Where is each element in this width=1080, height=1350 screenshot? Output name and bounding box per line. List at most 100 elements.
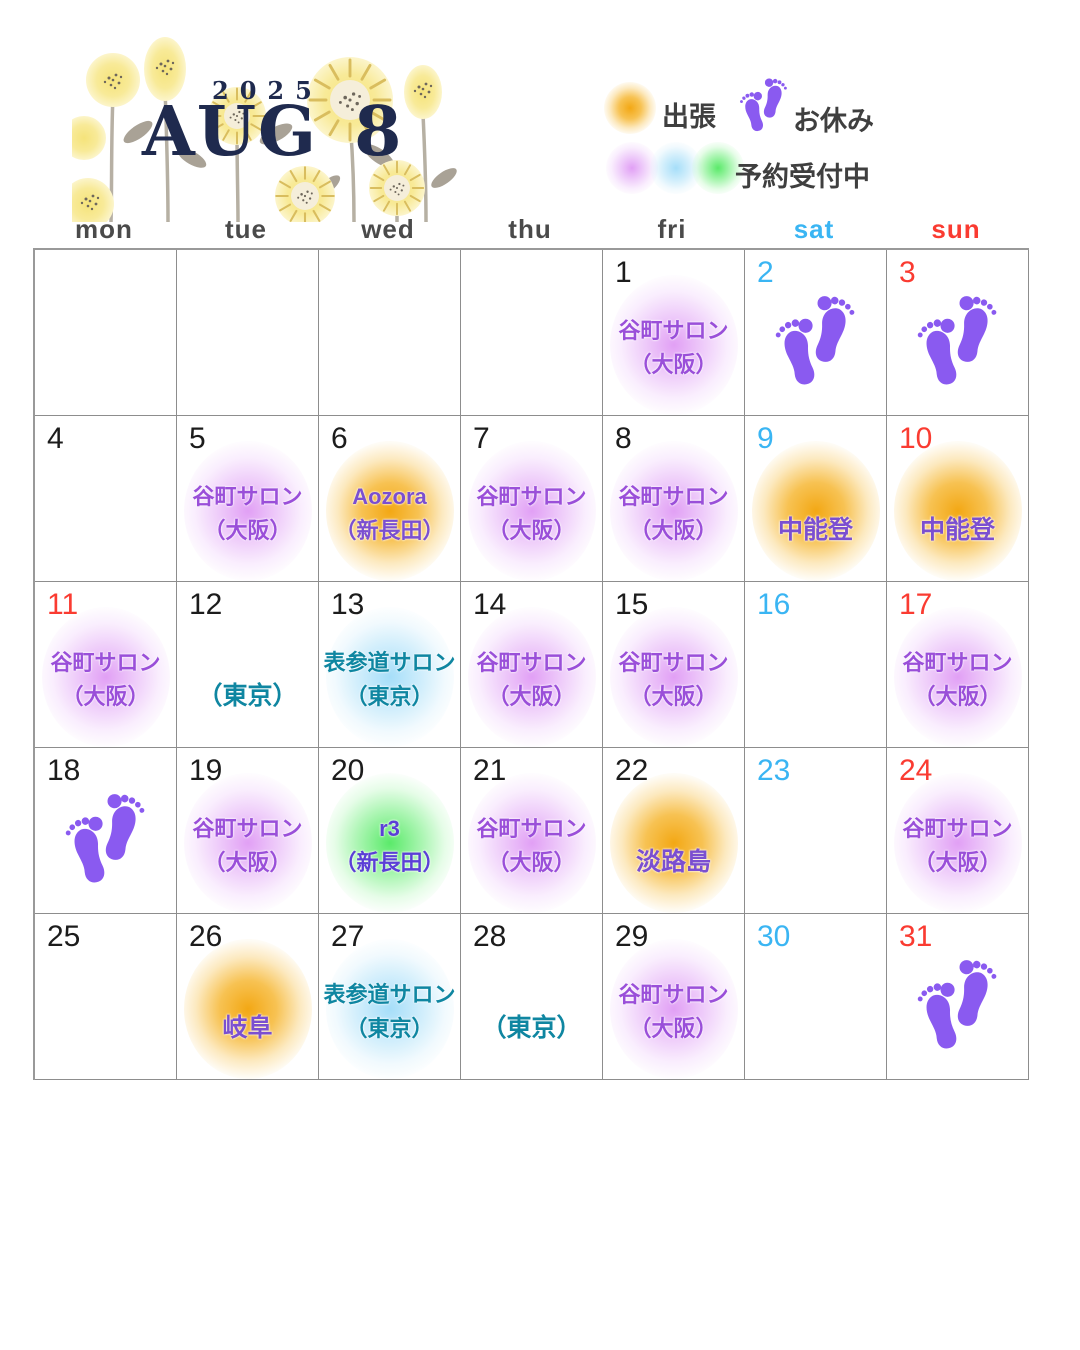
event-blob-purple — [467, 607, 596, 747]
event-line: （東京） — [481, 1014, 582, 1042]
event-line: （大阪） — [913, 850, 1002, 875]
weekday-wed: wed — [361, 214, 415, 244]
calendar-cell-20: 20 r3 （新長田） — [319, 748, 461, 914]
event-label: 谷町サロン （大阪） — [461, 812, 603, 880]
day-number: 30 — [757, 920, 791, 953]
day-number: 8 — [615, 422, 632, 455]
event-line: 谷町サロン — [192, 816, 303, 841]
calendar-cell-empty — [35, 250, 177, 416]
calendar-cell-19: 19 谷町サロン （大阪） — [177, 748, 319, 914]
day-number: 4 — [47, 422, 64, 455]
legend-reservation-purple-blob-icon — [606, 142, 658, 194]
event-line: 中能登 — [919, 516, 995, 544]
calendar-cell-24: 24 谷町サロン （大阪） — [887, 748, 1029, 914]
calendar-cell-18: 18 — [35, 748, 177, 914]
legend-reservation-label: 予約受付中 — [735, 162, 870, 192]
day-number: 5 — [189, 422, 206, 455]
day-number: 1 — [615, 256, 632, 289]
title-year: 2025 — [212, 76, 323, 105]
event-line: （大阪） — [487, 850, 576, 875]
title-month-number: 8 — [354, 92, 404, 172]
day-number: 12 — [189, 588, 223, 621]
event-label: （東京） — [177, 676, 319, 712]
day-number: 25 — [47, 920, 81, 953]
event-blob-purple — [609, 441, 738, 581]
event-line: 谷町サロン — [618, 318, 729, 343]
event-blob-orange — [325, 441, 454, 581]
event-line: 谷町サロン — [192, 484, 303, 509]
event-label: 谷町サロン （大阪） — [177, 480, 319, 548]
calendar-cell-3: 3 — [887, 250, 1029, 416]
weekday-fri: fri — [657, 214, 687, 244]
event-label: （東京） — [461, 1008, 603, 1044]
event-line: 淡路島 — [635, 848, 711, 876]
event-blob-purple — [41, 607, 170, 747]
event-blob-orange — [183, 939, 312, 1079]
day-number: 11 — [47, 588, 79, 621]
day-number: 7 — [473, 422, 490, 455]
event-line: r3 — [379, 816, 400, 841]
calendar-cell-29: 29 谷町サロン （大阪） — [603, 914, 745, 1080]
event-blob-purple — [467, 441, 596, 581]
event-line: （大阪） — [61, 684, 150, 709]
event-line: 谷町サロン — [902, 816, 1013, 841]
title-month-abbr: AUG — [142, 92, 319, 172]
calendar-cell-23: 23 — [745, 748, 887, 914]
event-label: 谷町サロン （大阪） — [887, 646, 1029, 714]
weekday-sun: sun — [931, 214, 981, 244]
event-label: 谷町サロン （大阪） — [461, 646, 603, 714]
sunflower-illustration — [72, 37, 457, 222]
event-line: 表参道サロン — [323, 982, 456, 1007]
calendar-cell-16: 16 — [745, 582, 887, 748]
legend-reservation-green-blob-icon — [692, 142, 744, 194]
calendar-cell-26: 26 岐阜 — [177, 914, 319, 1080]
event-line: （東京） — [345, 684, 434, 709]
event-line: Aozora — [352, 484, 427, 509]
event-line: （大阪） — [487, 684, 576, 709]
weekday-thu: thu — [508, 214, 552, 244]
event-label: 中能登 — [887, 510, 1029, 546]
calendar-cell-11: 11 谷町サロン （大阪） — [35, 582, 177, 748]
event-line: 谷町サロン — [476, 816, 587, 841]
day-number: 18 — [47, 754, 81, 787]
event-line: 谷町サロン — [618, 650, 729, 675]
calendar-cell-5: 5 谷町サロン （大阪） — [177, 416, 319, 582]
weekday-mon: mon — [75, 214, 133, 244]
event-line: 谷町サロン — [50, 650, 161, 675]
event-blob-orange — [751, 441, 880, 581]
event-line: （大阪） — [203, 518, 292, 543]
event-blob-purple — [893, 773, 1022, 913]
day-number: 9 — [757, 422, 774, 455]
event-blob-orange — [893, 441, 1022, 581]
legend-trip-blob-icon — [604, 82, 656, 134]
calendar-cell-27: 27 表参道サロン （東京） — [319, 914, 461, 1080]
day-number: 31 — [899, 920, 933, 953]
event-blob-purple — [467, 773, 596, 913]
calendar-cell-15: 15 谷町サロン （大阪） — [603, 582, 745, 748]
event-blob-purple — [609, 939, 738, 1079]
event-line: （東京） — [345, 1016, 434, 1041]
calendar-cell-12: 12 （東京） — [177, 582, 319, 748]
legend-trip-label: 出張 — [662, 102, 716, 132]
weekday-row: mon tue wed thu fri sat sun — [33, 214, 1027, 246]
event-blob-purple — [183, 441, 312, 581]
event-line: （新長田） — [334, 518, 445, 543]
day-number: 23 — [757, 754, 791, 787]
legend-dayoff-label: お休み — [793, 106, 874, 136]
footprints-icon — [911, 292, 1005, 386]
calendar-grid: 1 谷町サロン （大阪） 2 3 4 5 谷町サロン （大阪） 6 Aozora （新長田） 7 谷町サロ… — [33, 248, 1029, 1080]
calendar-cell-21: 21 谷町サロン （大阪） — [461, 748, 603, 914]
event-label: 谷町サロン （大阪） — [887, 812, 1029, 880]
event-label: Aozora （新長田） — [319, 480, 461, 548]
event-line: （大阪） — [629, 518, 718, 543]
event-label: 淡路島 — [603, 842, 745, 878]
weekday-sat: sat — [793, 214, 835, 244]
calendar-cell-2: 2 — [745, 250, 887, 416]
calendar-cell-8: 8 谷町サロン （大阪） — [603, 416, 745, 582]
event-blob-purple — [183, 773, 312, 913]
event-blob-purple — [609, 275, 738, 415]
event-label: 谷町サロン （大阪） — [461, 480, 603, 548]
event-label: 岐阜 — [177, 1008, 319, 1044]
event-line: 谷町サロン — [618, 982, 729, 1007]
calendar-cell-7: 7 谷町サロン （大阪） — [461, 416, 603, 582]
